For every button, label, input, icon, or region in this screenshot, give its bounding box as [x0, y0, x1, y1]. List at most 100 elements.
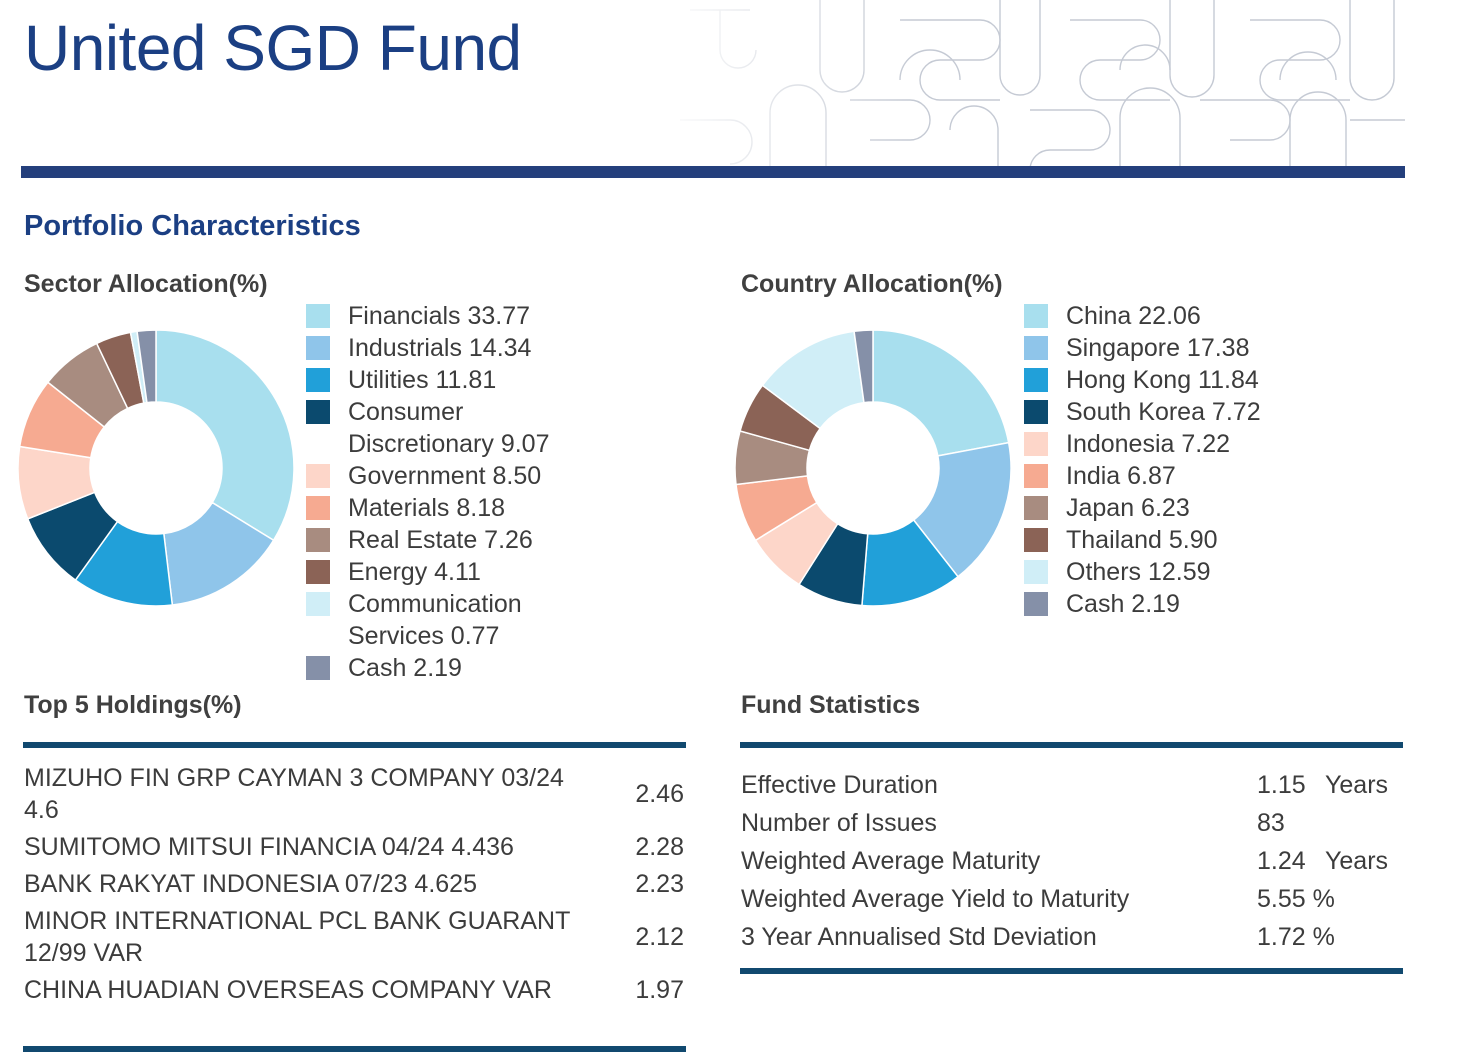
legend-label: Energy 4.11	[348, 558, 481, 586]
legend-swatch	[306, 592, 330, 616]
stat-row: Effective Duration 1.15 Years	[741, 766, 1403, 804]
legend-swatch	[306, 560, 330, 584]
country-allocation-heading: Country Allocation(%)	[741, 270, 1003, 298]
donut-slice-financials	[155, 329, 295, 542]
legend-swatch	[1024, 368, 1048, 392]
legend-item: Cash 2.19	[1024, 588, 1324, 620]
sector-allocation-donut	[17, 329, 295, 607]
legend-item: Industrials 14.34	[306, 332, 576, 364]
legend-item: Japan 6.23	[1024, 492, 1324, 524]
stat-row: Weighted Average Yield to Maturity 5.55 …	[741, 880, 1403, 918]
legend-item: Financials 33.77	[306, 300, 576, 332]
legend-swatch	[1024, 304, 1048, 328]
stat-label: Weighted Average Maturity	[741, 847, 1041, 875]
holding-row: BANK RAKYAT INDONESIA 07/23 4.625 2.23	[24, 868, 686, 900]
donut-slice-cash	[136, 329, 157, 404]
legend-swatch	[306, 656, 330, 680]
legend-swatch	[1024, 560, 1048, 584]
legend-label: China 22.06	[1066, 302, 1201, 330]
legend-label: South Korea 7.72	[1066, 398, 1261, 426]
legend-swatch	[1024, 496, 1048, 520]
legend-swatch	[306, 400, 330, 424]
legend-label: Materials 8.18	[348, 494, 506, 522]
fund-statistics-table: Effective Duration 1.15 Years Number of …	[741, 766, 1403, 956]
legend-swatch	[306, 496, 330, 520]
legend-item: Singapore 17.38	[1024, 332, 1324, 364]
stat-unit: Years	[1325, 847, 1389, 875]
legend-swatch	[306, 464, 330, 488]
legend-item: Cash 2.19	[306, 652, 576, 684]
holding-row: CHINA HUADIAN OVERSEAS COMPANY VAR 1.97	[24, 974, 686, 1006]
holding-name: MINOR INTERNATIONAL PCL BANK GUARANT 12/…	[24, 907, 570, 967]
legend-label: Japan 6.23	[1066, 494, 1190, 522]
legend-swatch	[1024, 592, 1048, 616]
legend-item: Others 12.59	[1024, 556, 1324, 588]
legend-item: Materials 8.18	[306, 492, 576, 524]
holdings-table: MIZUHO FIN GRP CAYMAN 3 COMPANY 03/24 4.…	[24, 762, 686, 1011]
holdings-top-rule	[23, 742, 686, 748]
legend-swatch	[306, 528, 330, 552]
stat-label: 3 Year Annualised Std Deviation	[741, 923, 1097, 951]
holding-name: BANK RAKYAT INDONESIA 07/23 4.625	[24, 870, 477, 898]
legend-item: Consumer Discretionary 9.07	[306, 396, 576, 460]
legend-swatch	[1024, 432, 1048, 456]
section-title: Portfolio Characteristics	[24, 210, 361, 242]
stat-label: Number of Issues	[741, 809, 937, 837]
legend-label: Financials 33.77	[348, 302, 531, 330]
donut-slice-cash	[853, 329, 874, 404]
holding-weight: 2.23	[635, 870, 684, 898]
decorative-pattern	[650, 0, 1405, 168]
legend-item: India 6.87	[1024, 460, 1324, 492]
legend-item: Utilities 11.81	[306, 364, 576, 396]
donut-slice-singapore	[912, 441, 1012, 578]
holding-name: SUMITOMO MITSUI FINANCIA 04/24 4.436	[24, 833, 514, 861]
fund-title: United SGD Fund	[24, 12, 522, 84]
legend-label: Government 8.50	[348, 462, 542, 490]
stat-row: Number of Issues 83	[741, 804, 1403, 842]
legend-item: Real Estate 7.26	[306, 524, 576, 556]
header-rule	[21, 166, 1405, 178]
legend-label: Thailand 5.90	[1066, 526, 1218, 554]
holding-row: MINOR INTERNATIONAL PCL BANK GUARANT 12/…	[24, 905, 686, 969]
legend-item: China 22.06	[1024, 300, 1324, 332]
stat-label: Weighted Average Yield to Maturity	[741, 885, 1130, 913]
sector-legend: Financials 33.77 Industrials 14.34 Utiliti…	[306, 300, 576, 684]
legend-label: India 6.87	[1066, 462, 1176, 490]
legend-label: Real Estate 7.26	[348, 526, 533, 554]
stat-value: 83	[1257, 809, 1285, 837]
legend-swatch	[1024, 464, 1048, 488]
legend-swatch	[306, 368, 330, 392]
legend-item: Communication Services 0.77	[306, 588, 576, 652]
legend-swatch	[1024, 400, 1048, 424]
legend-label: Others 12.59	[1066, 558, 1211, 586]
stat-row: 3 Year Annualised Std Deviation 1.72 %	[741, 918, 1403, 956]
stats-top-rule	[740, 742, 1403, 748]
holding-row: MIZUHO FIN GRP CAYMAN 3 COMPANY 03/24 4.…	[24, 762, 686, 826]
country-allocation-donut	[734, 329, 1012, 607]
legend-item: Government 8.50	[306, 460, 576, 492]
donut-slice-china	[872, 329, 1010, 457]
legend-swatch	[306, 336, 330, 360]
holding-name: MIZUHO FIN GRP CAYMAN 3 COMPANY 03/24 4.…	[24, 764, 564, 824]
legend-label: Industrials 14.34	[348, 334, 532, 362]
holding-row: SUMITOMO MITSUI FINANCIA 04/24 4.436 2.2…	[24, 831, 686, 863]
stats-bottom-rule	[740, 968, 1403, 974]
holdings-bottom-rule	[23, 1046, 686, 1052]
legend-label: Singapore 17.38	[1066, 334, 1250, 362]
stat-value: 5.55 %	[1257, 885, 1335, 913]
legend-item: Hong Kong 11.84	[1024, 364, 1324, 396]
legend-label: Indonesia 7.22	[1066, 430, 1231, 458]
legend-item: Indonesia 7.22	[1024, 428, 1324, 460]
fund-statistics-heading: Fund Statistics	[741, 691, 921, 719]
sector-allocation-heading: Sector Allocation(%)	[24, 270, 268, 298]
holding-weight: 2.12	[635, 923, 684, 951]
stat-value: 1.24	[1257, 847, 1306, 875]
legend-item: Energy 4.11	[306, 556, 576, 588]
holding-name: CHINA HUADIAN OVERSEAS COMPANY VAR	[24, 976, 552, 1004]
stat-unit: Years	[1325, 771, 1389, 799]
stat-label: Effective Duration	[741, 771, 938, 799]
legend-swatch	[1024, 336, 1048, 360]
legend-label: Utilities 11.81	[348, 366, 497, 394]
holding-weight: 2.28	[635, 833, 684, 861]
legend-label: Consumer Discretionary 9.07	[348, 398, 550, 458]
